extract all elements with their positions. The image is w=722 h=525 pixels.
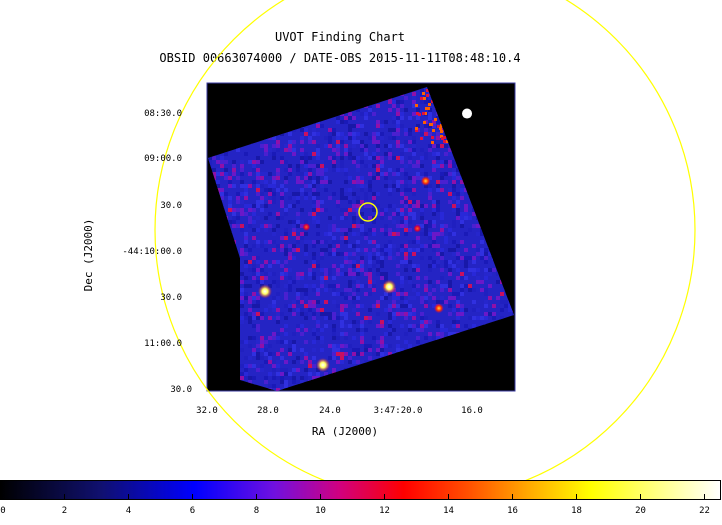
colorbar-ticks: 0 2 4 6 8 10 12 14 16 18 20 22 [0, 494, 710, 516]
y-tick-label: 30.0 [160, 293, 182, 303]
source-bright-3 [420, 176, 431, 186]
colorbar-tick-label: 12 [379, 506, 390, 516]
colorbar-tick-label: 2 [62, 506, 67, 516]
colorbar-tick-label: 8 [254, 506, 259, 516]
x-tick-label: 16.0 [461, 406, 483, 416]
x-tick-label: 32.0 [196, 406, 218, 416]
colorbar-tick-label: 10 [315, 506, 326, 516]
colorbar-tick-label: 16 [507, 506, 518, 516]
x-ticks: 32.0 28.0 24.0 3:47:20.0 16.0 [196, 406, 483, 416]
y-tick-label: 11:00.0 [144, 339, 182, 349]
chart-title: UVOT Finding Chart [274, 30, 406, 44]
colorbar-tick-label: 6 [190, 506, 195, 516]
y-tick-label: 08:30.0 [144, 109, 182, 119]
colorbar-tick-label: 0 [0, 506, 5, 516]
source-bright-1 [382, 279, 397, 294]
colorbar-tick-label: 14 [443, 506, 454, 516]
field-circle [154, 0, 696, 480]
source-bright-7 [302, 223, 311, 231]
y-tick-label: -44:10:00.0 [122, 247, 182, 257]
y-ticks: 08:30.0 09:00.0 30.0 -44:10:00.0 30.0 11… [122, 109, 192, 395]
source-bright-4 [315, 358, 330, 372]
x-tick-label: 28.0 [257, 406, 279, 416]
x-tick-label: 24.0 [319, 406, 341, 416]
x-tick-label: 3:47:20.0 [374, 406, 423, 416]
target-circle [358, 202, 378, 222]
colorbar-tick-label: 4 [126, 506, 131, 516]
chart-subtitle: OBSID 00663074000 / DATE-OBS 2015-11-11T… [159, 51, 521, 65]
finding-chart-plot: 08:30.0 09:00.0 30.0 -44:10:00.0 30.0 11… [82, 0, 696, 480]
colorbar-tick-label: 20 [635, 506, 646, 516]
colorbar-tick-label: 22 [699, 506, 710, 516]
source-bright-5 [433, 303, 444, 314]
y-tick-label: 30.0 [170, 385, 192, 395]
x-axis-label: RA (J2000) [312, 425, 378, 438]
source-bright-2 [257, 284, 272, 299]
colorbar: 0 2 4 6 8 10 12 14 16 18 20 22 [0, 480, 722, 521]
source-bright-6 [413, 224, 422, 233]
y-tick-label: 30.0 [160, 201, 182, 211]
y-tick-label: 09:00.0 [144, 154, 182, 164]
source-saturated [462, 108, 473, 119]
y-axis-label: Dec (J2000) [82, 219, 95, 292]
colorbar-tick-label: 18 [571, 506, 582, 516]
colorbar-gradient [0, 480, 721, 500]
